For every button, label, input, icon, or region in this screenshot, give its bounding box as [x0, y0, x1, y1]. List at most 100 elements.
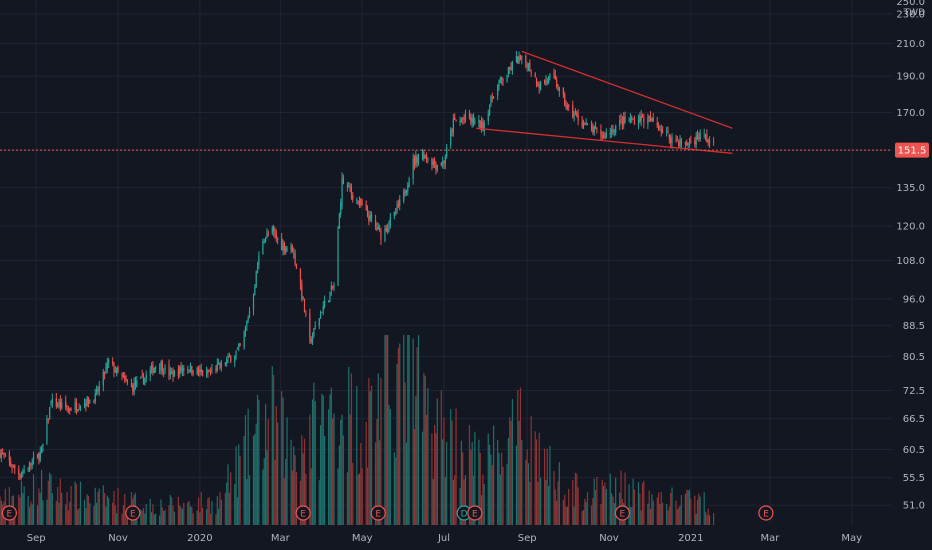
- volume-bar: [526, 449, 528, 525]
- candle-body: [97, 389, 99, 392]
- candle-body: [125, 378, 127, 382]
- y-tick-label: 120.0: [896, 222, 925, 233]
- candle-body: [258, 255, 260, 266]
- candle-body: [303, 298, 306, 312]
- candle-body: [432, 161, 434, 165]
- volume-bar: [585, 501, 587, 525]
- volume-bar: [154, 513, 157, 525]
- y-tick-label: 60.5: [903, 445, 925, 456]
- event-marker[interactable]: E: [125, 505, 141, 521]
- candle-body: [183, 368, 185, 371]
- event-marker-circle[interactable]: [295, 505, 311, 521]
- volume-bar: [620, 470, 622, 525]
- volume-bar: [574, 472, 577, 525]
- candle-body: [690, 140, 692, 142]
- event-marker[interactable]: E: [370, 505, 386, 521]
- volume-bar: [605, 489, 607, 525]
- volume-bar: [499, 474, 501, 525]
- candle-body: [47, 418, 49, 420]
- event-marker[interactable]: E: [467, 505, 483, 521]
- y-tick-label: 80.5: [903, 352, 925, 363]
- event-marker-circle[interactable]: [370, 505, 386, 521]
- candle-body: [451, 130, 453, 132]
- volume-bar: [180, 507, 182, 525]
- event-marker[interactable]: E: [614, 505, 630, 521]
- candle-body: [0, 450, 1, 458]
- candle-body: [675, 138, 677, 141]
- event-marker-circle[interactable]: [467, 505, 483, 521]
- volume-bar: [106, 495, 108, 525]
- candle-body: [592, 126, 594, 133]
- volume-bar: [509, 417, 511, 525]
- candle-body: [535, 77, 538, 84]
- candle-body: [436, 165, 438, 170]
- event-marker[interactable]: D: [456, 505, 472, 521]
- candle-body: [235, 350, 237, 355]
- volume-bar: [631, 507, 633, 525]
- candle-body: [201, 370, 204, 376]
- volume-bar: [346, 472, 349, 525]
- candle-body: [651, 118, 653, 120]
- volume-bar: [294, 455, 296, 525]
- volume-bar: [290, 439, 292, 525]
- trendline[interactable]: [476, 127, 733, 154]
- volume-bar: [459, 487, 461, 525]
- event-marker[interactable]: E: [1, 505, 17, 521]
- candle-body: [548, 76, 550, 84]
- candle-body: [686, 142, 688, 145]
- volume-bar: [432, 479, 434, 525]
- candle-body: [277, 238, 279, 240]
- candle-body: [407, 185, 409, 192]
- candle-body: [388, 225, 390, 231]
- candle-body: [463, 117, 465, 120]
- volume-bar: [368, 378, 370, 525]
- candle-body: [631, 116, 633, 121]
- candle-body: [274, 231, 276, 234]
- event-marker-circle[interactable]: [1, 505, 17, 521]
- volume-bar: [385, 335, 387, 525]
- trendline[interactable]: [521, 50, 733, 129]
- volume-bar: [686, 489, 688, 525]
- candle-body: [122, 376, 125, 378]
- volume-bar: [442, 439, 444, 525]
- volume-bar: [104, 493, 106, 525]
- candle-body: [395, 212, 397, 213]
- event-marker[interactable]: E: [758, 505, 774, 521]
- volume-bar: [609, 473, 611, 525]
- candle-body: [134, 381, 137, 386]
- candle-body: [374, 219, 377, 226]
- event-marker[interactable]: E: [295, 505, 311, 521]
- candle-body: [389, 217, 391, 225]
- candle-body: [188, 370, 190, 372]
- volume-bar: [407, 335, 409, 525]
- x-tick-label: Nov: [108, 533, 128, 544]
- candle-body: [310, 338, 312, 343]
- candle-body: [4, 453, 6, 455]
- candle-body: [358, 200, 361, 203]
- candle-body: [556, 79, 558, 88]
- event-marker-circle[interactable]: [614, 505, 630, 521]
- volume-bar: [352, 462, 354, 525]
- volume-bar: [415, 396, 417, 525]
- y-tick-label: 230.0: [896, 9, 925, 20]
- volume-bar: [177, 496, 179, 525]
- event-marker-circle[interactable]: [758, 505, 774, 521]
- candle-body: [39, 451, 41, 461]
- trendlines[interactable]: [476, 50, 733, 154]
- volume-bar: [423, 372, 425, 525]
- volume-bar: [576, 473, 578, 525]
- event-marker-circle[interactable]: [125, 505, 141, 521]
- volume-bar: [680, 495, 683, 525]
- candle-body: [329, 291, 331, 302]
- volume-bar: [678, 507, 680, 525]
- candle-body: [431, 158, 433, 165]
- candle-body: [479, 120, 481, 129]
- volume-bar: [124, 494, 126, 525]
- volume-bar: [77, 509, 79, 525]
- candle-body: [244, 326, 247, 332]
- volume-bar: [379, 440, 381, 525]
- volume-bar: [208, 497, 210, 525]
- candle-body: [530, 71, 532, 73]
